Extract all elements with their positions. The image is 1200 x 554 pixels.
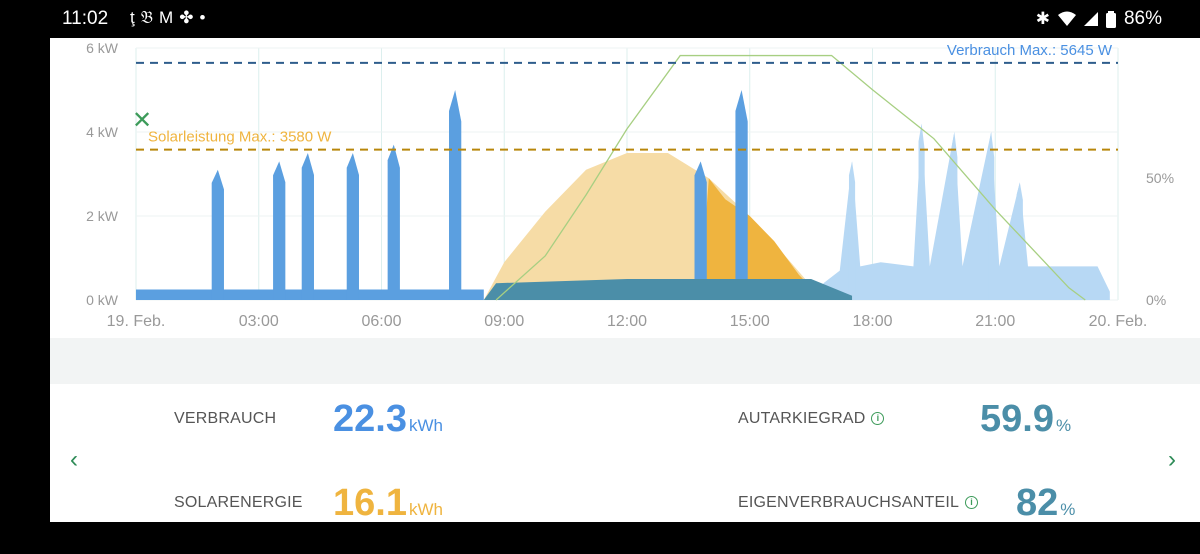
solar-feed-area xyxy=(700,178,816,300)
autarky-value: 59.9% xyxy=(980,398,1071,441)
teams-icon: ţ xyxy=(130,8,141,27)
energy-chart: ✕ Verbrauch Max.: 5645 W Solarleistung Ma… xyxy=(50,38,1200,338)
consumption-peak xyxy=(301,153,314,300)
close-icon[interactable]: ✕ xyxy=(132,107,153,134)
notification-icons: ţ𝔅M✤• xyxy=(130,8,211,28)
y-tick-right: 50% xyxy=(1146,170,1174,186)
consumption-peak xyxy=(735,90,748,300)
signal-icon xyxy=(1083,12,1098,26)
consumption-peak xyxy=(988,132,995,300)
self-consumption-area xyxy=(483,279,853,300)
info-icon[interactable]: i xyxy=(871,412,885,425)
consumption-peak xyxy=(387,144,400,300)
y-tick-right: 0% xyxy=(1146,292,1166,308)
x-tick: 15:00 xyxy=(730,313,770,330)
self-consumption-value: 82% xyxy=(1016,482,1075,525)
consumption-peak xyxy=(848,161,856,300)
bluetooth-icon: ✱ xyxy=(1035,9,1050,28)
system-icons: ✱ 86% xyxy=(1036,8,1162,30)
battery-level: 86% xyxy=(1123,8,1162,29)
autarky-unit: % xyxy=(1055,416,1072,435)
y-tick-left: 2 kW xyxy=(86,208,119,224)
self-consumption-label: EIGENVERBRAUCHSANTEIL i xyxy=(738,494,979,512)
consumption-peak xyxy=(211,169,224,300)
solar-unit: kWh xyxy=(408,500,443,519)
autarky-label-text: AUTARKIEGRAD xyxy=(738,410,866,427)
consumption-peak xyxy=(951,132,958,300)
consumption-peak xyxy=(694,161,707,300)
consumption-value: 22.3 kWh xyxy=(333,398,443,441)
next-arrow-icon[interactable]: › xyxy=(1168,446,1176,473)
consumption-max-label: Verbrauch Max.: 5645 W xyxy=(947,42,1113,59)
dot-icon: • xyxy=(199,8,212,27)
y-tick-left: 4 kW xyxy=(86,124,119,140)
autarky-number: 59.9 xyxy=(980,398,1054,440)
consumption-label: VERBRAUCH xyxy=(174,410,277,427)
status-bar: 11:02 ţ𝔅M✤• ✱ 86% xyxy=(0,0,1200,38)
section-divider xyxy=(50,338,1200,384)
solar-max-label: Solarleistung Max.: 3580 W xyxy=(148,129,332,146)
info-icon[interactable]: i xyxy=(965,496,979,509)
y-tick-left: 0 kW xyxy=(86,292,119,308)
consumption-number: 22.3 xyxy=(333,398,407,440)
x-tick: 03:00 xyxy=(239,313,279,330)
consumption-peak xyxy=(273,161,286,300)
status-time: 11:02 xyxy=(62,8,109,29)
navigation-bar xyxy=(0,522,1200,554)
gmail-icon: M xyxy=(159,8,180,27)
x-tick: 12:00 xyxy=(607,313,647,330)
chart-svg: Verbrauch Max.: 5645 W Solarleistung Max.… xyxy=(86,40,1174,330)
battery-icon xyxy=(1105,10,1116,28)
b-icon: 𝔅 xyxy=(140,8,160,27)
self-consumption-number: 82 xyxy=(1016,482,1059,524)
solar-label: SOLARENERGIE xyxy=(174,494,303,511)
stats-panel: ‹ › VERBRAUCH 22.3 kWh SOLARENERGIE 16.1 k… xyxy=(50,384,1200,525)
consumption-peak xyxy=(346,153,359,300)
x-tick: 21:00 xyxy=(975,313,1015,330)
self-consumption-label-text: EIGENVERBRAUCHSANTEIL xyxy=(738,494,960,511)
x-tick: 06:00 xyxy=(361,313,401,330)
x-tick: 18:00 xyxy=(852,313,892,330)
x-tick: 19. Feb. xyxy=(107,313,166,330)
fan-icon: ✤ xyxy=(179,8,200,27)
x-tick: 09:00 xyxy=(484,313,524,330)
x-tick: 20. Feb. xyxy=(1089,313,1148,330)
self-consumption-unit: % xyxy=(1060,500,1076,519)
autarky-label: AUTARKIEGRAD i xyxy=(738,410,885,428)
consumption-peak xyxy=(449,90,462,300)
wifi-icon xyxy=(1057,11,1076,26)
solar-number: 16.1 xyxy=(333,482,407,524)
consumption-peak xyxy=(918,123,925,300)
app-content: ✕ Verbrauch Max.: 5645 W Solarleistung Ma… xyxy=(50,38,1200,525)
consumption-unit: kWh xyxy=(408,416,443,435)
consumption-peak xyxy=(1016,182,1023,300)
y-tick-left: 6 kW xyxy=(86,40,119,56)
solar-value: 16.1 kWh xyxy=(333,482,443,525)
prev-arrow-icon[interactable]: ‹ xyxy=(70,446,78,473)
battery-line xyxy=(495,54,1086,301)
